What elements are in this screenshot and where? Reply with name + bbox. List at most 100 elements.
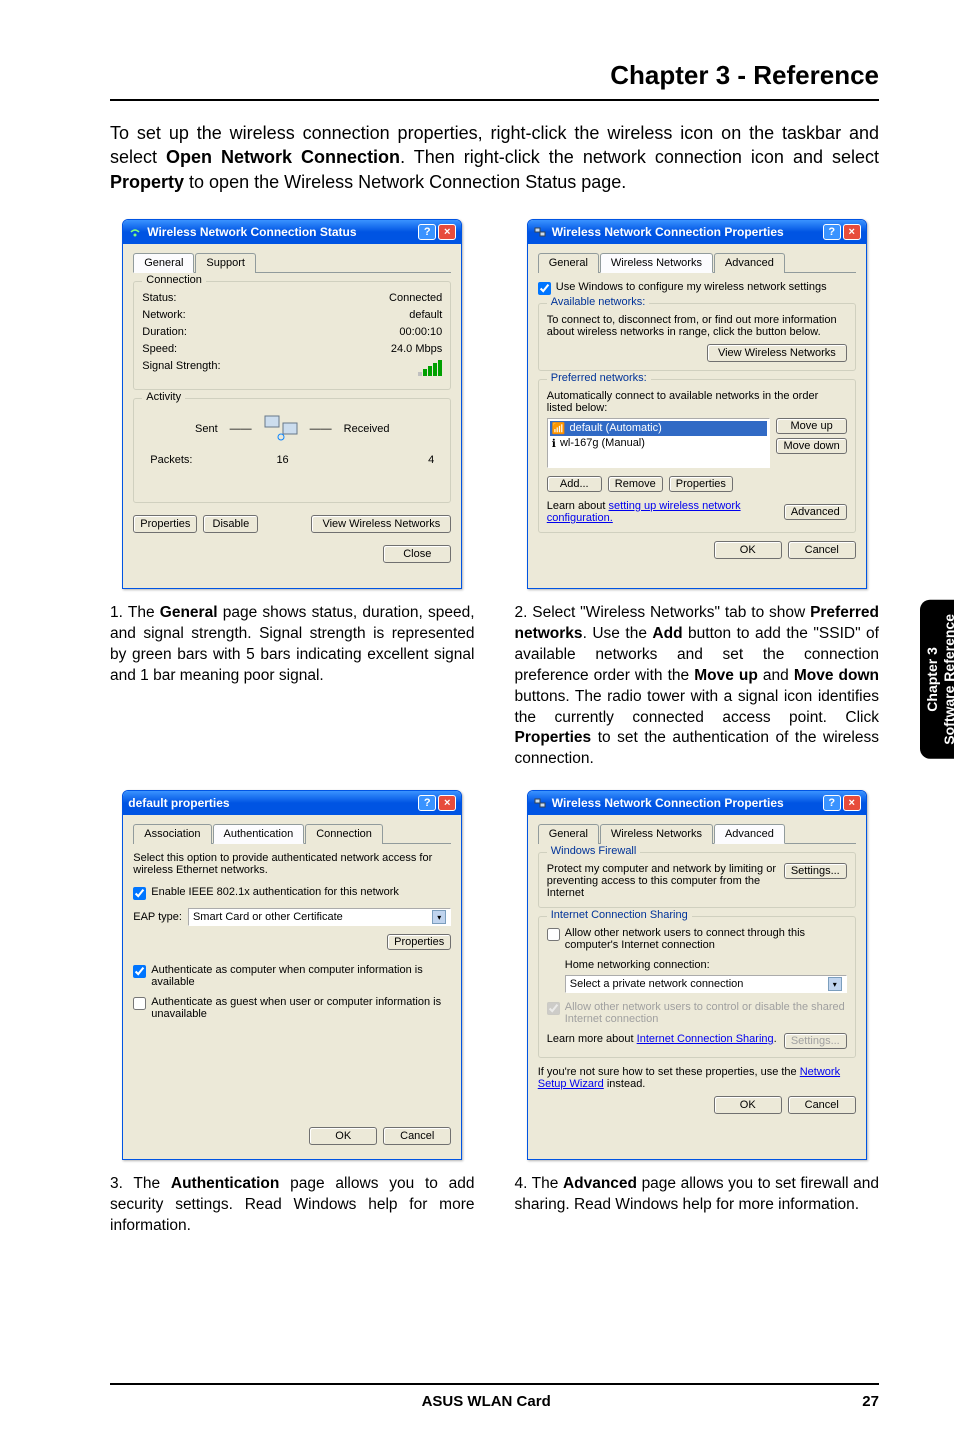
value: default [409, 309, 442, 321]
advanced-button[interactable]: Advanced [784, 504, 847, 520]
received-label: Received [344, 423, 390, 435]
intro-text: To set up the wireless connection proper… [110, 121, 879, 194]
close-button[interactable]: × [843, 224, 861, 240]
page-number: 27 [862, 1393, 879, 1410]
view-networks-button[interactable]: View Wireless Networks [311, 515, 451, 533]
move-down-button[interactable]: Move down [776, 438, 846, 454]
ics-control-checkbox [547, 1002, 560, 1015]
label: Network: [142, 309, 185, 321]
close-button[interactable]: × [438, 795, 456, 811]
cancel-button[interactable]: Cancel [788, 1096, 856, 1114]
titlebar: Wireless Network Connection Properties ?… [528, 791, 866, 815]
computers-icon [264, 415, 298, 444]
packets-sent: 16 [276, 454, 288, 466]
learn-link[interactable]: Internet Connection Sharing [637, 1033, 774, 1045]
properties-button[interactable]: Properties [669, 476, 733, 492]
caption-4: 4. The Advanced page allows you to set f… [515, 1174, 880, 1216]
settings-button[interactable]: Settings... [784, 863, 847, 879]
learn-text: Learn about [547, 500, 609, 512]
close-button[interactable]: Close [383, 545, 451, 563]
packets-label: Packets: [150, 454, 192, 466]
add-button[interactable]: Add... [547, 476, 602, 492]
available-group: Available networks: To connect to, disco… [538, 303, 856, 371]
tab-support[interactable]: Support [195, 253, 256, 273]
dialog-title: Wireless Network Connection Status [147, 225, 356, 239]
side-tab-line1: Chapter 3 [924, 647, 940, 712]
settings-button: Settings... [784, 1033, 847, 1049]
side-tab: Chapter 3 Software Reference [920, 600, 954, 759]
auth1-label: Authenticate as computer when computer i… [151, 964, 451, 988]
group-title: Activity [142, 391, 185, 403]
tab-wireless[interactable]: Wireless Networks [600, 824, 713, 844]
wireless-icon [128, 225, 142, 239]
use-windows-checkbox[interactable] [538, 282, 551, 295]
sent-label: Sent [195, 423, 218, 435]
cancel-button[interactable]: Cancel [788, 541, 856, 559]
help-button[interactable]: ? [418, 224, 436, 240]
home-connection-dropdown[interactable]: Select a private network connection ▾ [565, 975, 847, 993]
tabs: General Wireless Networks Advanced [538, 252, 856, 273]
list-item[interactable]: ℹwl-167g (Manual) [550, 436, 768, 451]
label: Status: [142, 292, 176, 304]
preferred-text: Automatically connect to available netwo… [547, 390, 847, 414]
view-wireless-button[interactable]: View Wireless Networks [707, 344, 847, 362]
antenna-icon: ℹ [552, 437, 556, 450]
ok-button[interactable]: OK [714, 541, 782, 559]
tab-general[interactable]: General [538, 824, 599, 844]
help-button[interactable]: ? [418, 795, 436, 811]
tab-connection[interactable]: Connection [305, 824, 383, 844]
activity-group: Activity Sent —— —— Received Packets:164 [133, 398, 451, 503]
dialog-title: Wireless Network Connection Properties [552, 796, 784, 810]
list-item[interactable]: 📶default (Automatic) [550, 421, 768, 436]
auth-computer-checkbox[interactable] [133, 965, 146, 978]
tab-advanced[interactable]: Advanced [714, 824, 785, 844]
ics-group: Internet Connection Sharing Allow other … [538, 916, 856, 1058]
group-title: Preferred networks: [547, 372, 651, 384]
dialog-title: default properties [128, 796, 229, 810]
group-title: Windows Firewall [547, 845, 641, 857]
connection-group: Connection Status:Connected Network:defa… [133, 281, 451, 390]
tab-association[interactable]: Association [133, 824, 211, 844]
cancel-button[interactable]: Cancel [383, 1127, 451, 1145]
tab-advanced[interactable]: Advanced [714, 253, 785, 273]
enable-8021x-checkbox[interactable] [133, 887, 146, 900]
learn-text: Learn more about [547, 1033, 637, 1045]
tabs: General Wireless Networks Advanced [538, 823, 856, 844]
tab-general[interactable]: General [538, 253, 599, 273]
eap-value: Smart Card or other Certificate [193, 911, 343, 923]
help-button[interactable]: ? [823, 224, 841, 240]
use-windows-label: Use Windows to configure my wireless net… [556, 281, 827, 293]
eap-type-dropdown[interactable]: Smart Card or other Certificate ▾ [188, 908, 451, 926]
auth-guest-checkbox[interactable] [133, 997, 146, 1010]
help-button[interactable]: ? [823, 795, 841, 811]
close-button[interactable]: × [438, 224, 456, 240]
tab-wireless[interactable]: Wireless Networks [600, 253, 713, 273]
divider [110, 99, 879, 101]
properties-button[interactable]: Properties [387, 934, 451, 950]
label: Speed: [142, 343, 177, 355]
network-icon [533, 225, 547, 239]
caption-3: 3. The Authentication page allows you to… [110, 1174, 475, 1237]
ok-button[interactable]: OK [714, 1096, 782, 1114]
ics-allow-checkbox[interactable] [547, 928, 560, 941]
properties-button[interactable]: Properties [133, 515, 197, 533]
tab-general[interactable]: General [133, 253, 194, 273]
dash: —— [310, 423, 332, 435]
dialog-status: Wireless Network Connection Status ? × G… [122, 219, 462, 589]
disable-button[interactable]: Disable [203, 515, 258, 533]
ics-allow-label: Allow other network users to connect thr… [565, 927, 847, 951]
dialog-title: Wireless Network Connection Properties [552, 225, 784, 239]
tab-authentication[interactable]: Authentication [213, 824, 305, 844]
firewall-group: Windows Firewall Protect my computer and… [538, 852, 856, 908]
side-tab-line2: Software Reference [941, 614, 954, 745]
ok-button[interactable]: OK [309, 1127, 377, 1145]
titlebar: Wireless Network Connection Properties ?… [528, 220, 866, 244]
preferred-list[interactable]: 📶default (Automatic) ℹwl-167g (Manual) [547, 418, 771, 468]
tabs: Association Authentication Connection [133, 823, 451, 844]
remove-button[interactable]: Remove [608, 476, 663, 492]
dialog-default-props: default properties ? × Association Authe… [122, 790, 462, 1160]
close-button[interactable]: × [843, 795, 861, 811]
move-up-button[interactable]: Move up [776, 418, 846, 434]
value: Connected [389, 292, 442, 304]
home-value: Select a private network connection [570, 978, 744, 990]
